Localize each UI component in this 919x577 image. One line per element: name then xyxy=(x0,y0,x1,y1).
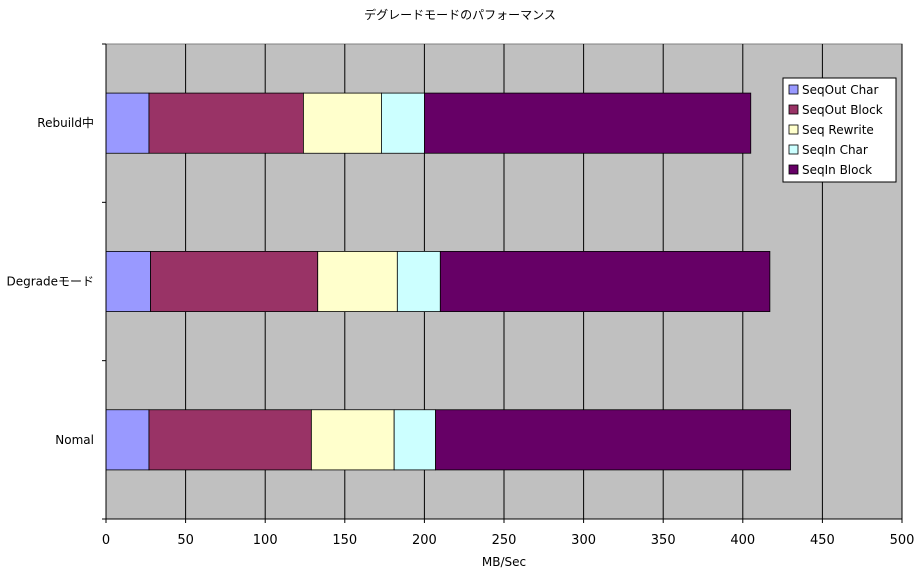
chart-title: デグレードモードのパフォーマンス xyxy=(364,7,556,22)
x-tick-label: 350 xyxy=(651,533,676,548)
x-tick-label: 200 xyxy=(412,533,437,548)
legend-swatch xyxy=(788,144,799,155)
bar-segment xyxy=(310,409,395,471)
legend-label: Seq Rewrite xyxy=(802,123,874,137)
legend-swatch xyxy=(788,164,799,175)
bar-segment xyxy=(303,92,382,154)
axes xyxy=(102,43,903,523)
bars xyxy=(105,92,791,471)
bar-segment xyxy=(435,409,791,471)
bar-segment xyxy=(150,251,319,312)
legend-swatch xyxy=(788,84,799,95)
x-tick-label: 400 xyxy=(730,533,755,548)
x-tick-label: 300 xyxy=(571,533,596,548)
bar-segment xyxy=(105,92,150,154)
x-tick-labels: 0 50 100 150 200 250 300 350 400 450 500 xyxy=(102,533,915,548)
bar-segment xyxy=(396,251,441,312)
x-tick-label: 250 xyxy=(492,533,517,548)
x-tick-label: 500 xyxy=(890,533,915,548)
bar-segment xyxy=(393,409,436,471)
legend-label: SeqIn Block xyxy=(802,163,872,177)
bar-segment xyxy=(105,409,150,471)
bar-segment xyxy=(423,92,752,154)
legend-label: SeqOut Char xyxy=(802,83,879,97)
x-tick-label: 50 xyxy=(177,533,194,548)
category-label: Degradeモード xyxy=(6,275,94,289)
legend-swatch xyxy=(788,124,799,135)
x-tick-label: 0 xyxy=(102,533,110,548)
legend: SeqOut Char SeqOut Block Seq Rewrite SeqIn … xyxy=(782,77,897,183)
x-tick-label: 450 xyxy=(810,533,835,548)
bar-segment xyxy=(439,251,771,312)
legend-swatch xyxy=(788,104,799,115)
bar-segment xyxy=(317,251,398,312)
bar-segment xyxy=(148,409,312,471)
legend-label: SeqIn Char xyxy=(802,143,868,157)
bar-segment xyxy=(148,92,304,154)
category-label: Nomal xyxy=(55,433,94,447)
x-axis-title: MB/Sec xyxy=(482,555,526,569)
x-tick-label: 100 xyxy=(253,533,278,548)
legend-box xyxy=(782,77,897,183)
category-label: Rebuild中 xyxy=(37,115,94,130)
x-tick-label: 150 xyxy=(332,533,357,548)
category-labels: Nomal Degradeモード Rebuild中 xyxy=(6,115,94,447)
legend-label: SeqOut Block xyxy=(802,103,883,117)
bar-segment xyxy=(381,92,425,154)
bar-segment xyxy=(105,251,151,312)
